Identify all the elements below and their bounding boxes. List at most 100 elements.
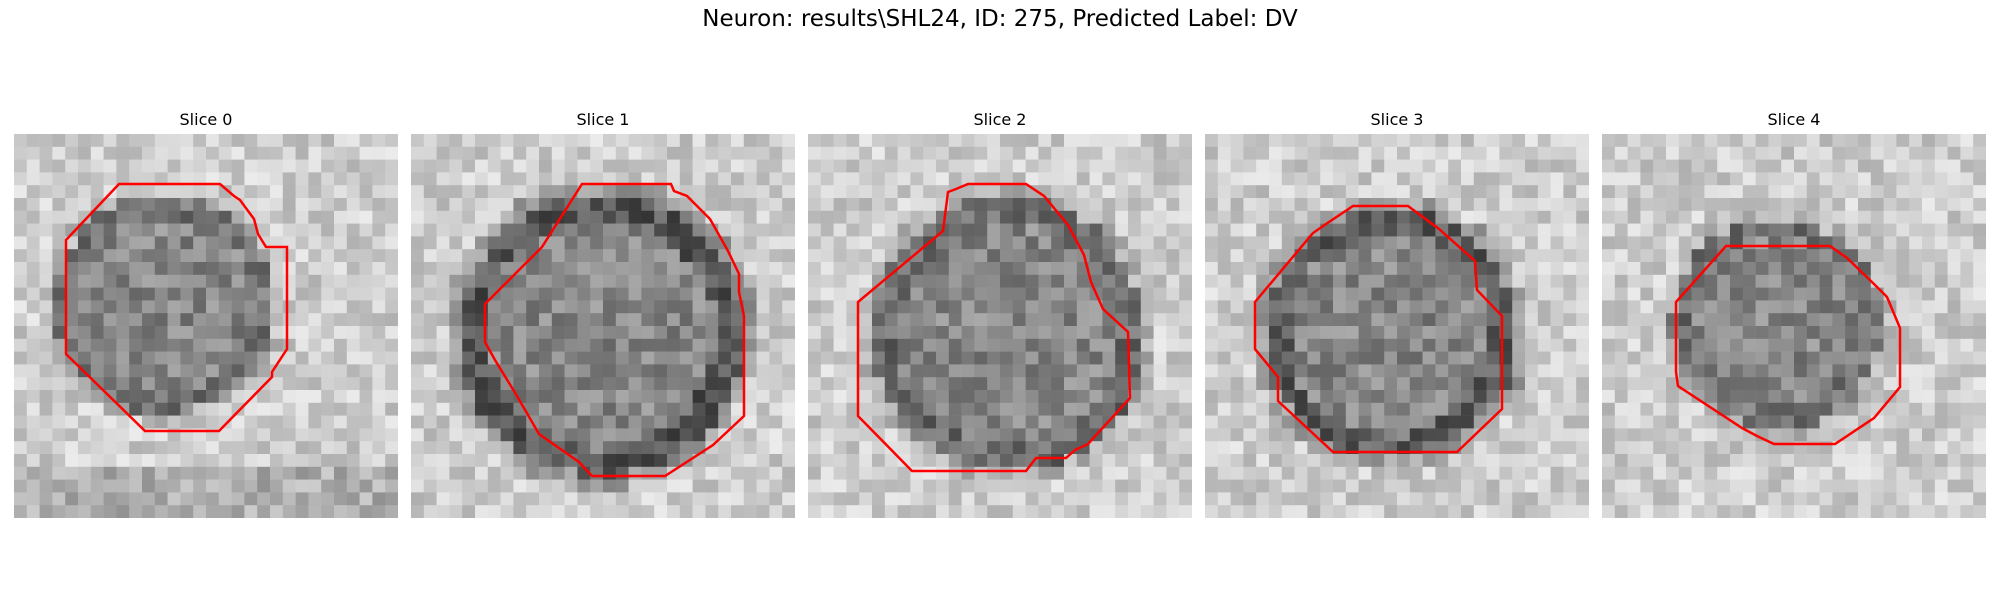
- pixel-cell: [1140, 274, 1154, 288]
- pixel-cell: [295, 274, 309, 288]
- pixel-cell: [564, 351, 578, 365]
- pixel-cell: [1000, 262, 1014, 276]
- pixel-cell: [1576, 262, 1589, 276]
- pixel-cell: [475, 492, 489, 506]
- pixel-cell: [1269, 223, 1283, 237]
- pixel-cell: [1845, 454, 1859, 468]
- pixel-cell: [1051, 172, 1065, 186]
- pixel-cell: [1563, 402, 1577, 416]
- slice-image-0: [14, 134, 398, 518]
- pixel-cell: [244, 236, 258, 250]
- pixel-cell: [334, 198, 348, 212]
- pixel-cell: [679, 159, 693, 173]
- pixel-cell: [180, 505, 194, 518]
- pixel-cell: [103, 492, 117, 506]
- slice-title-1: Slice 1: [576, 110, 630, 129]
- pixel-cell: [1883, 223, 1897, 237]
- pixel-cell: [1217, 492, 1231, 506]
- pixel-cell: [1717, 505, 1731, 518]
- pixel-cell: [1870, 466, 1884, 480]
- pixel-cell: [897, 223, 911, 237]
- pixel-cell: [1602, 415, 1616, 429]
- pixel-cell: [743, 492, 757, 506]
- pixel-cell: [52, 287, 66, 301]
- pixel-cell: [1730, 313, 1744, 327]
- pixel-cell: [1666, 287, 1680, 301]
- pixel-cell: [1000, 364, 1014, 378]
- pixel-cell: [1256, 249, 1270, 263]
- pixel-cell: [142, 210, 156, 224]
- pixel-cell: [1307, 249, 1321, 263]
- pixel-cell: [820, 351, 834, 365]
- pixel-cell: [1140, 198, 1154, 212]
- pixel-cell: [65, 479, 79, 493]
- pixel-cell: [52, 313, 66, 327]
- pixel-cell: [295, 326, 309, 340]
- pixel-cell: [974, 454, 988, 468]
- pixel-cell: [321, 287, 335, 301]
- pixel-cell: [346, 466, 360, 480]
- pixel-cell: [987, 466, 1001, 480]
- pixel-cell: [1179, 146, 1192, 160]
- pixel-cell: [1102, 351, 1116, 365]
- pixel-cell: [846, 159, 860, 173]
- pixel-cell: [936, 428, 950, 442]
- pixel-cell: [820, 364, 834, 378]
- pixel-cell: [1358, 236, 1372, 250]
- pixel-cell: [1550, 287, 1564, 301]
- pixel-cell: [603, 134, 617, 148]
- pixel-cell: [1845, 249, 1859, 263]
- pixel-cell: [1333, 198, 1347, 212]
- pixel-cell: [423, 210, 437, 224]
- pixel-cell: [462, 198, 476, 212]
- pixel-cell: [1128, 415, 1142, 429]
- pixel-cell: [948, 479, 962, 493]
- pixel-cell: [1934, 287, 1948, 301]
- pixel-cell: [1384, 159, 1398, 173]
- pixel-cell: [193, 185, 207, 199]
- pixel-cell: [743, 185, 757, 199]
- pixel-cell: [1653, 454, 1667, 468]
- pixel-cell: [1563, 428, 1577, 442]
- pixel-cell: [1499, 466, 1513, 480]
- pixel-cell: [526, 146, 540, 160]
- pixel-cell: [52, 198, 66, 212]
- pixel-cell: [769, 441, 783, 455]
- pixel-cell: [270, 210, 284, 224]
- pixel-cell: [1358, 479, 1372, 493]
- pixel-cell: [1230, 159, 1244, 173]
- pixel-cell: [270, 338, 284, 352]
- pixel-cell: [1614, 415, 1628, 429]
- pixel-cell: [257, 262, 271, 276]
- pixel-cell: [833, 287, 847, 301]
- pixel-cell: [641, 313, 655, 327]
- pixel-cell: [1307, 454, 1321, 468]
- pixel-cell: [1422, 159, 1436, 173]
- pixel-cell: [1678, 159, 1692, 173]
- pixel-cell: [1333, 223, 1347, 237]
- pixel-cell: [500, 185, 514, 199]
- pixel-cell: [1320, 134, 1334, 148]
- pixel-cell: [90, 134, 104, 148]
- pixel-cell: [282, 185, 296, 199]
- pixel-cell: [500, 454, 514, 468]
- pixel-cell: [129, 351, 143, 365]
- pixel-cell: [206, 505, 220, 518]
- pixel-cell: [206, 300, 220, 314]
- pixel-cell: [1230, 415, 1244, 429]
- pixel-cell: [244, 377, 258, 391]
- pixel-cell: [1730, 338, 1744, 352]
- pixel-cell: [1307, 505, 1321, 518]
- pixel-cell: [1217, 249, 1231, 263]
- pixel-cell: [1397, 313, 1411, 327]
- pixel-cell: [372, 466, 386, 480]
- pixel-cell: [731, 159, 745, 173]
- pixel-cell: [14, 428, 28, 442]
- pixel-cell: [910, 223, 924, 237]
- pixel-cell: [1397, 223, 1411, 237]
- pixel-cell: [270, 466, 284, 480]
- pixel-cell: [1102, 287, 1116, 301]
- pixel-cell: [1640, 466, 1654, 480]
- pixel-cell: [1358, 415, 1372, 429]
- pixel-cell: [756, 185, 770, 199]
